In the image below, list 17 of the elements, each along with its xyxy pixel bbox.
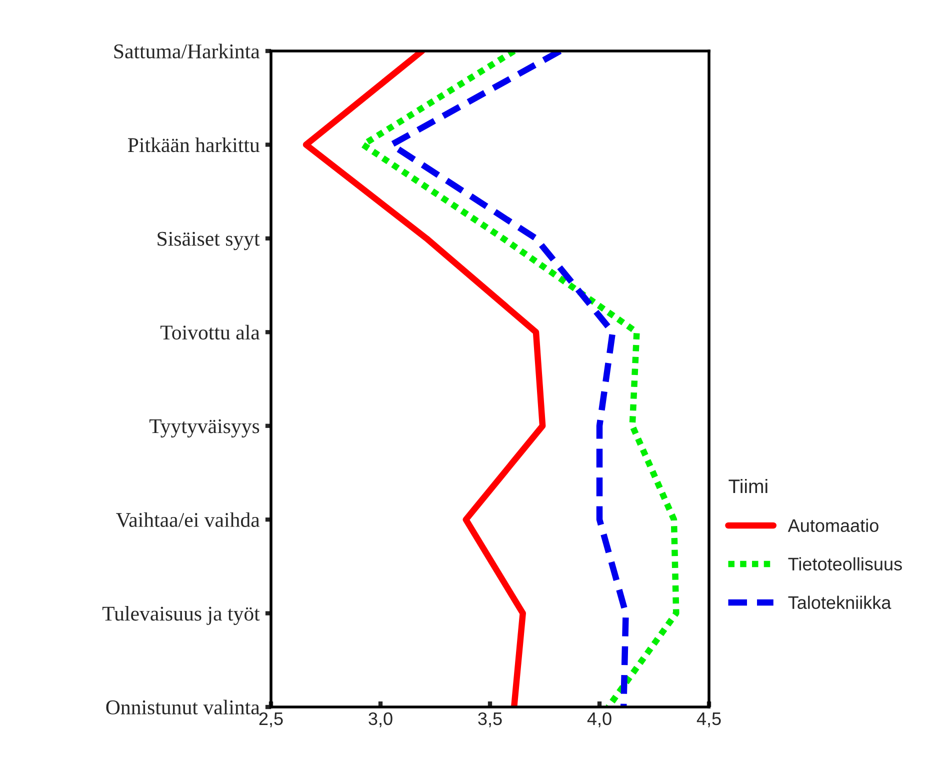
y-tick-label: Tyytyväisyys (149, 419, 260, 438)
legend-label: Automaatio (788, 518, 878, 532)
legend-label: Tietoteollisuus (788, 557, 902, 571)
x-tick-label: 3,0 (368, 712, 392, 728)
y-tick-label: Sisäiset syyt (158, 232, 260, 250)
y-tick-label: Toivottu ala (160, 324, 260, 340)
legend-title: Tiimi (728, 478, 768, 494)
y-tick-label: Vaihtaa/ei vaihda (116, 512, 260, 528)
x-tick-label: 2,5 (259, 712, 283, 728)
y-tick-label: Pitkään harkittu (128, 137, 260, 152)
y-tick-label: Sattuma/Harkinta (114, 44, 260, 58)
legend-label: Talotekniikka (788, 596, 892, 609)
x-tick-label: 4,5 (696, 712, 721, 728)
y-tick-label: Onnistunut valinta (106, 700, 260, 714)
x-tick-label: 4,0 (587, 712, 612, 728)
y-tick-label: Tulevaisuus ja työt (102, 606, 260, 626)
x-tick-label: 3,5 (478, 712, 502, 728)
